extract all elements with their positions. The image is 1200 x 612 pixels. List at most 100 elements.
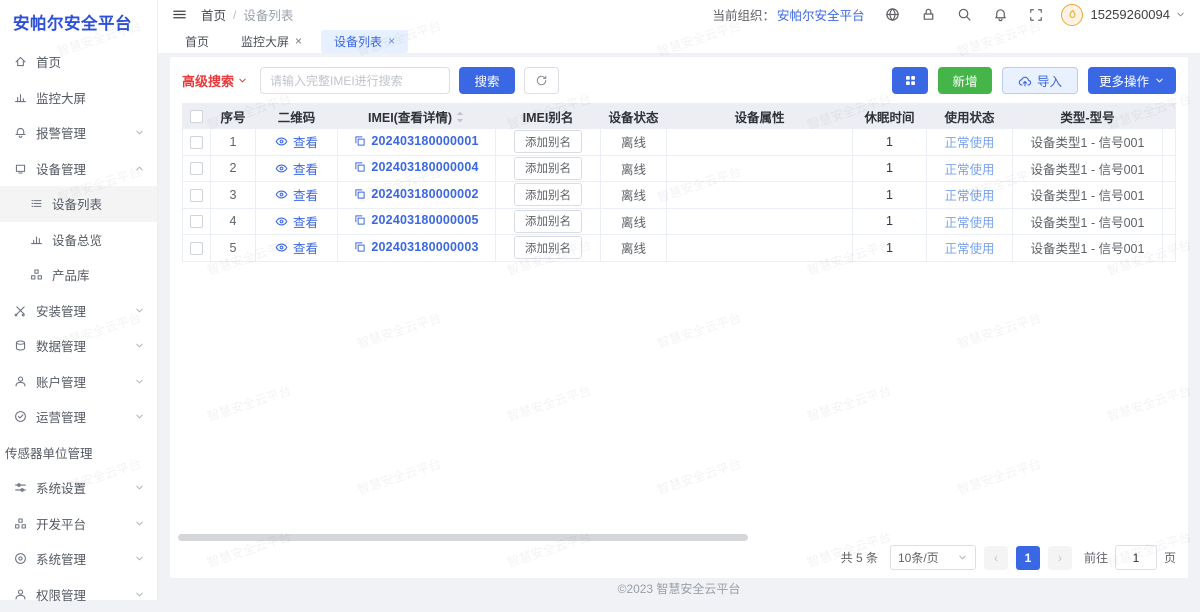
sidebar-item-operation-management[interactable]: 运营管理	[0, 399, 157, 435]
copy-icon[interactable]	[354, 214, 366, 226]
imei-link[interactable]: 202403180000005	[371, 213, 478, 227]
next-page-button[interactable]: ›	[1048, 546, 1072, 570]
usage-status-link[interactable]: 正常使用	[944, 216, 994, 230]
sidebar-item-sensor-unit-management[interactable]: 传感器单位管理	[0, 435, 157, 471]
sidebar-item-permission-management[interactable]: 权限管理	[0, 577, 157, 612]
add-alias-button[interactable]: 添加别名	[514, 157, 582, 180]
row-checkbox[interactable]	[190, 162, 203, 175]
imei-link[interactable]: 202403180000003	[371, 240, 478, 254]
current-org-link[interactable]: 安帕尔安全平台	[777, 5, 865, 24]
toolbar: 高级搜索 搜索 新增 导入 更多操作	[170, 57, 1188, 103]
goto-page-input[interactable]	[1115, 545, 1157, 570]
imei-cell[interactable]: 202403180000005	[354, 213, 478, 227]
row-checkbox[interactable]	[190, 215, 203, 228]
sidebar-item-product-library[interactable]: 产品库	[0, 257, 157, 293]
chevron-down-icon[interactable]	[1175, 9, 1186, 20]
eye-icon	[275, 241, 288, 254]
copy-icon[interactable]	[354, 241, 366, 253]
lock-icon[interactable]	[921, 7, 936, 22]
advanced-search-toggle[interactable]: 高级搜索	[182, 71, 248, 90]
col-usage-status: 使用状态	[927, 104, 1013, 129]
top-bar: 首页 / 设备列表 当前组织： 安帕尔安全平台 15259260094	[158, 0, 1200, 29]
imei-cell[interactable]: 202403180000004	[354, 160, 478, 174]
select-all-checkbox[interactable]	[190, 110, 203, 123]
usage-status-link[interactable]: 正常使用	[944, 242, 994, 256]
add-button[interactable]: 新增	[938, 67, 992, 94]
globe-icon[interactable]	[885, 7, 900, 22]
view-qrcode-link[interactable]: 查看	[275, 238, 318, 257]
row-checkbox[interactable]	[190, 189, 203, 202]
copy-icon[interactable]	[354, 188, 366, 200]
operation-icon	[14, 410, 27, 423]
imei-link[interactable]: 202403180000001	[371, 134, 478, 148]
current-page-button[interactable]: 1	[1016, 546, 1040, 570]
device-status: 离线	[601, 129, 667, 156]
view-qrcode-link[interactable]: 查看	[275, 159, 318, 178]
sidebar-item-data-management[interactable]: 数据管理	[0, 328, 157, 364]
usage-status-link[interactable]: 正常使用	[944, 189, 994, 203]
tab-home[interactable]: 首页	[172, 30, 222, 53]
sidebar-item-system-management[interactable]: 系统管理	[0, 541, 157, 577]
view-qrcode-link[interactable]: 查看	[275, 132, 318, 151]
table-row: 4 查看 202403180000005 添加别名 离线 1 正常使用 设备类型…	[183, 208, 1176, 235]
row-checkbox[interactable]	[190, 242, 203, 255]
row-index: 3	[211, 182, 256, 209]
tab-device-list[interactable]: 设备列表 ×	[321, 30, 408, 53]
col-device-attr: 设备属性	[667, 104, 853, 129]
view-qrcode-link[interactable]: 查看	[275, 185, 318, 204]
sidebar-item-device-overview[interactable]: 设备总览	[0, 222, 157, 258]
hamburger-icon[interactable]	[172, 7, 187, 22]
more-actions-button[interactable]: 更多操作	[1088, 67, 1176, 94]
sidebar-item-device-list[interactable]: 设备列表	[0, 186, 157, 222]
imei-search-input[interactable]	[260, 67, 450, 94]
overview-icon	[30, 233, 43, 246]
copy-icon[interactable]	[354, 135, 366, 147]
column-settings-button[interactable]	[892, 67, 928, 94]
view-qrcode-link[interactable]: 查看	[275, 212, 318, 231]
sidebar-item-system-settings[interactable]: 系统设置	[0, 470, 157, 506]
search-button[interactable]: 搜索	[459, 67, 515, 94]
horizontal-scrollbar[interactable]	[178, 534, 748, 541]
device-attr	[667, 129, 853, 156]
usage-status-link[interactable]: 正常使用	[944, 136, 994, 150]
add-alias-button[interactable]: 添加别名	[514, 236, 582, 259]
fullscreen-icon[interactable]	[1029, 8, 1043, 22]
sidebar-item-monitor-screen[interactable]: 监控大屏	[0, 80, 157, 116]
breadcrumb-home[interactable]: 首页	[201, 5, 226, 24]
prev-page-button[interactable]: ‹	[984, 546, 1008, 570]
imei-cell[interactable]: 202403180000002	[354, 187, 478, 201]
usage-status-link[interactable]: 正常使用	[944, 163, 994, 177]
refresh-icon	[535, 74, 548, 87]
sort-icon[interactable]	[455, 111, 465, 123]
copy-icon[interactable]	[354, 161, 366, 173]
col-qrcode: 二维码	[256, 104, 338, 129]
add-alias-button[interactable]: 添加别名	[514, 130, 582, 153]
tab-close-icon[interactable]: ×	[295, 35, 302, 47]
imei-cell[interactable]: 202403180000001	[354, 134, 478, 148]
sleep-time: 1	[853, 208, 927, 235]
sidebar-item-dev-platform[interactable]: 开发平台	[0, 506, 157, 542]
search-icon[interactable]	[957, 7, 972, 22]
add-alias-button[interactable]: 添加别名	[514, 183, 582, 206]
sidebar-item-home[interactable]: 首页	[0, 44, 157, 80]
add-alias-button[interactable]: 添加别名	[514, 210, 582, 233]
tab-close-icon[interactable]: ×	[388, 35, 395, 47]
device-attr	[667, 155, 853, 182]
row-index: 4	[211, 208, 256, 235]
page-size-select[interactable]: 10条/页	[890, 545, 976, 570]
imei-link[interactable]: 202403180000002	[371, 187, 478, 201]
col-imei[interactable]: IMEI(查看详情)	[338, 104, 496, 129]
row-checkbox[interactable]	[190, 136, 203, 149]
topbar-right: 当前组织： 安帕尔安全平台 15259260094	[712, 4, 1186, 26]
sidebar-item-alarm-management[interactable]: 报警管理	[0, 115, 157, 151]
sidebar-item-device-management[interactable]: 设备管理	[0, 151, 157, 187]
sidebar-item-install-management[interactable]: 安装管理	[0, 293, 157, 329]
bell-icon[interactable]	[993, 7, 1008, 22]
imei-cell[interactable]: 202403180000003	[354, 240, 478, 254]
import-button[interactable]: 导入	[1002, 67, 1078, 94]
sidebar-item-account-management[interactable]: 账户管理	[0, 364, 157, 400]
refresh-button[interactable]	[524, 67, 559, 94]
tab-monitor-screen[interactable]: 监控大屏 ×	[228, 30, 315, 53]
avatar[interactable]	[1061, 4, 1083, 26]
imei-link[interactable]: 202403180000004	[371, 160, 478, 174]
